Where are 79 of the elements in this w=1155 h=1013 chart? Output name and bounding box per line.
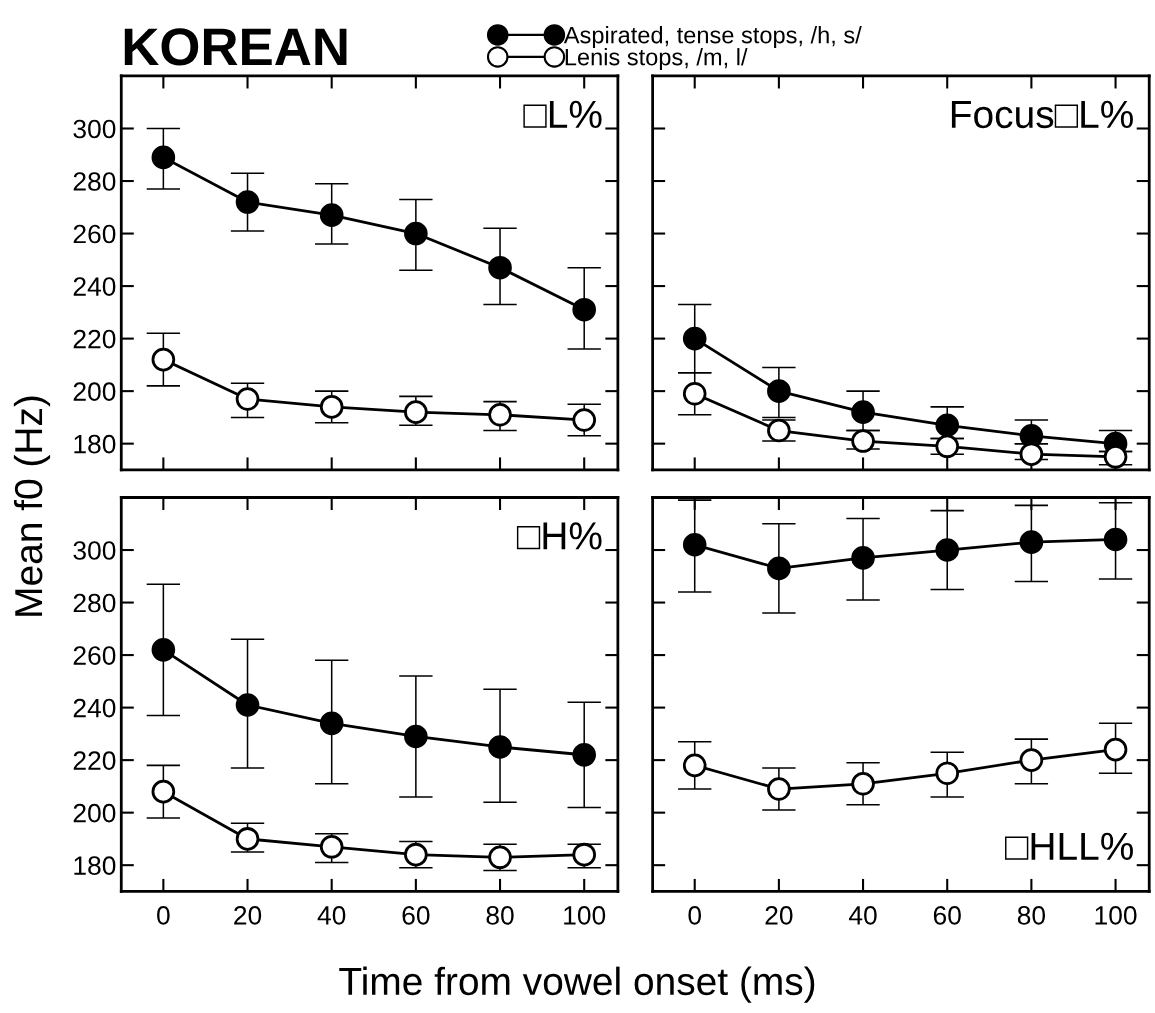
- point: [1019, 442, 1044, 466]
- point: [488, 255, 512, 280]
- point: [851, 429, 875, 453]
- point: [572, 408, 597, 432]
- point: [235, 693, 260, 717]
- point: [572, 297, 597, 322]
- point: [935, 761, 960, 786]
- point: [404, 724, 428, 749]
- point: [319, 834, 344, 859]
- point: [404, 221, 428, 246]
- point: [851, 546, 875, 570]
- y-tick-label: 200: [73, 382, 116, 401]
- point: [572, 842, 597, 867]
- point: [767, 418, 791, 443]
- x-tick-label: 100: [564, 906, 606, 925]
- point: [488, 845, 512, 870]
- annotation: Focus□L%: [951, 100, 1133, 129]
- point: [151, 347, 176, 372]
- y-tick-label: 260: [73, 224, 116, 244]
- point: [767, 379, 791, 403]
- y-tick-label: 180: [74, 856, 116, 875]
- annotation: □H%: [516, 522, 602, 550]
- point: [151, 779, 176, 804]
- point: [767, 556, 791, 581]
- point: [235, 387, 260, 411]
- point: [935, 538, 960, 562]
- point: [404, 842, 428, 867]
- legend-label: Lenis stops, /m, l/: [565, 48, 748, 71]
- point: [319, 395, 344, 419]
- y-tick-label: 220: [73, 751, 116, 770]
- annotation: □HLL%: [1005, 832, 1133, 860]
- point: [851, 400, 875, 424]
- y-tick-label: 280: [73, 172, 116, 191]
- point: [935, 413, 960, 438]
- x-tick-label: 60: [402, 906, 430, 925]
- point: [682, 381, 707, 406]
- x-tick-label: 0: [688, 906, 702, 925]
- y-tick-label: 300: [73, 541, 116, 560]
- x-tick-label: 80: [1017, 906, 1046, 925]
- point: [935, 434, 960, 459]
- x-tick-label: 20: [765, 906, 793, 925]
- point: [319, 711, 344, 736]
- y-tick-label: 180: [74, 434, 116, 454]
- point: [235, 190, 260, 214]
- y-tick-label: 260: [73, 646, 116, 665]
- point: [404, 400, 428, 424]
- point: [682, 532, 707, 557]
- x-axis-title: Time from vowel onset (ms): [339, 966, 815, 1003]
- point: [1103, 737, 1128, 762]
- x-tick-label: 100: [1095, 906, 1137, 925]
- point: [1019, 530, 1044, 554]
- x-tick-label: 40: [317, 906, 346, 925]
- point: [572, 743, 597, 767]
- y-tick-label: 240: [73, 277, 116, 296]
- y-tick-label: 240: [73, 698, 116, 718]
- point: [682, 753, 707, 778]
- point: [151, 638, 176, 662]
- point: [151, 145, 176, 170]
- point: [1019, 748, 1044, 772]
- chart-title: KOREAN: [124, 28, 347, 66]
- point: [767, 777, 791, 801]
- point: [851, 771, 875, 796]
- point: [1103, 527, 1128, 552]
- y-tick-label: 200: [73, 803, 116, 823]
- x-tick-label: 40: [848, 906, 877, 925]
- point: [682, 326, 707, 351]
- x-tick-label: 0: [157, 906, 170, 925]
- annotation: □L%: [523, 100, 602, 129]
- x-tick-label: 80: [486, 906, 514, 925]
- point: [488, 402, 512, 427]
- y-tick-label: 220: [73, 329, 116, 349]
- x-tick-label: 20: [234, 906, 262, 925]
- point: [488, 735, 512, 759]
- y-tick-label: 300: [73, 119, 116, 139]
- x-tick-label: 60: [933, 906, 961, 925]
- y-tick-label: 280: [73, 593, 116, 613]
- legend-label: Aspirated, tense stops, /h, s/: [563, 26, 862, 49]
- y-axis-title: Mean f0 (Hz): [13, 396, 51, 616]
- point: [319, 203, 344, 227]
